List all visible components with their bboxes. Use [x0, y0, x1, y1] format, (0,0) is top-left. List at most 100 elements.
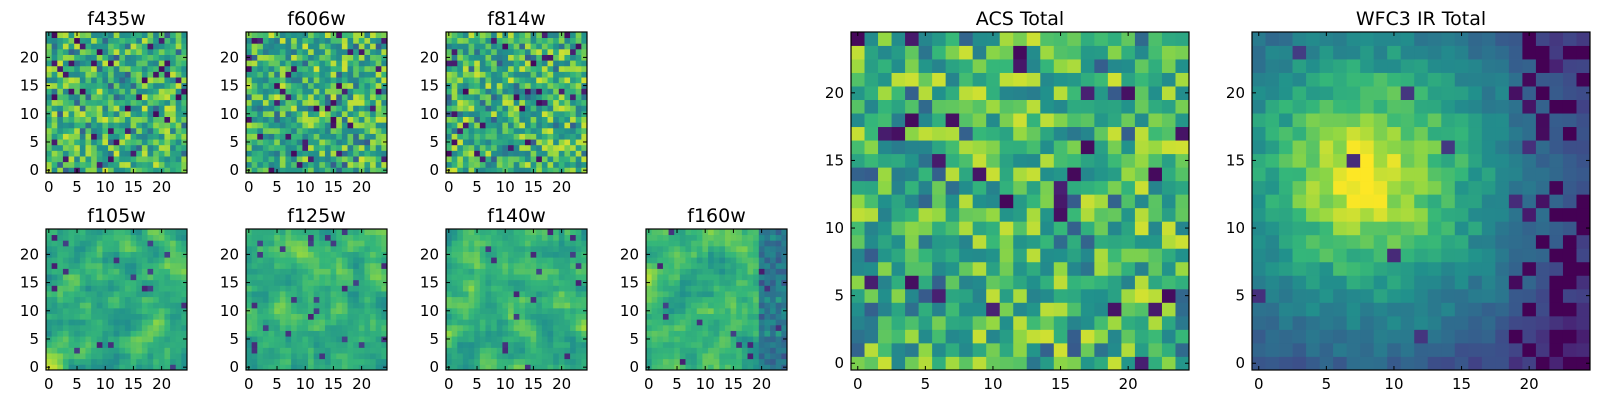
- heatmap-cell: [57, 167, 64, 174]
- heatmap-cell: [353, 324, 360, 331]
- heatmap-cell: [513, 330, 520, 337]
- heatmap-cell: [181, 257, 188, 264]
- heatmap-cell: [96, 60, 103, 67]
- heatmap-cell: [336, 144, 343, 151]
- heatmap-cell: [570, 257, 577, 264]
- heatmap-cell: [102, 110, 109, 117]
- heatmap-cell: [358, 144, 365, 151]
- heatmap-cell: [91, 285, 98, 292]
- heatmap-cell: [496, 94, 503, 101]
- heatmap-cell: [262, 296, 269, 303]
- heatmap-cell: [536, 291, 543, 298]
- heatmap-cell: [724, 296, 731, 303]
- heatmap-cell: [130, 94, 137, 101]
- heatmap-cell: [668, 319, 675, 326]
- heatmap-cell: [558, 240, 565, 247]
- heatmap-cell: [479, 139, 486, 146]
- heatmap-cell: [79, 110, 86, 117]
- heatmap-cell: [79, 88, 86, 95]
- heatmap-cell: [741, 307, 748, 314]
- heatmap-cell: [364, 257, 371, 264]
- heatmap-cell: [570, 150, 577, 157]
- heatmap-cell: [358, 133, 365, 140]
- heatmap-cell: [274, 144, 281, 151]
- heatmap-cell: [113, 71, 120, 78]
- heatmap-cell: [251, 150, 258, 157]
- heatmap-cell: [570, 110, 577, 117]
- heatmap-cell: [764, 279, 771, 286]
- heatmap-cell: [353, 279, 360, 286]
- heatmap-cell: [79, 341, 86, 348]
- heatmap-cell: [285, 37, 292, 44]
- heatmap-cell: [353, 156, 360, 163]
- heatmap-cell: [564, 32, 571, 39]
- heatmap-cell: [741, 251, 748, 258]
- heatmap-cell: [291, 71, 298, 78]
- heatmap-cell: [296, 229, 303, 236]
- heatmap-cell: [302, 71, 309, 78]
- heatmap-cell: [158, 291, 165, 298]
- heatmap-cell: [291, 133, 298, 140]
- heatmap-cell: [358, 262, 365, 269]
- heatmap-cell: [375, 99, 382, 106]
- heatmap-cell: [491, 150, 498, 157]
- heatmap-cell: [764, 319, 771, 326]
- heatmap-cell: [691, 353, 698, 360]
- heatmap-cell: [564, 240, 571, 247]
- heatmap-cell: [468, 336, 475, 343]
- heatmap-cell: [358, 245, 365, 252]
- heatmap-cell: [479, 133, 486, 140]
- heatmap-cell: [1121, 329, 1136, 344]
- heatmap-cell: [457, 150, 464, 157]
- heatmap-cell: [547, 330, 554, 337]
- heatmap-cell: [918, 356, 933, 371]
- heatmap-cell: [68, 285, 75, 292]
- heatmap-cell: [170, 161, 177, 168]
- heatmap-cell: [158, 347, 165, 354]
- heatmap-cell: [536, 279, 543, 286]
- heatmap-cell: [462, 341, 469, 348]
- heatmap-cell: [291, 251, 298, 258]
- heatmap-cell: [124, 324, 131, 331]
- heatmap-cell: [719, 285, 726, 292]
- heatmap-cell: [285, 99, 292, 106]
- heatmap-cell: [468, 82, 475, 89]
- heatmap-cell: [753, 307, 760, 314]
- heatmap-cell: [246, 262, 253, 269]
- heatmap-cell: [1107, 288, 1122, 303]
- heatmap-cell: [1026, 248, 1041, 263]
- heatmap-cell: [479, 144, 486, 151]
- heatmap-cell: [999, 153, 1014, 168]
- heatmap-cell: [319, 358, 326, 365]
- heatmap-cell: [519, 240, 526, 247]
- heatmap-cell: [581, 156, 588, 163]
- heatmap-cell: [353, 240, 360, 247]
- heatmap-cell: [696, 279, 703, 286]
- heatmap-cell: [375, 54, 382, 61]
- heatmap-cell: [485, 167, 492, 174]
- heatmap-cell: [553, 48, 560, 55]
- heatmap-cell: [57, 251, 64, 258]
- heatmap-cell: [524, 156, 531, 163]
- heatmap-cell: [113, 229, 120, 236]
- heatmap-cell: [85, 116, 92, 123]
- heatmap-cell: [446, 274, 453, 281]
- heatmap-cell: [279, 156, 286, 163]
- heatmap-cell: [496, 324, 503, 331]
- heatmap-cell: [341, 60, 348, 67]
- heatmap-cell: [268, 251, 275, 258]
- heatmap-cell: [375, 127, 382, 134]
- heatmap-cell: [158, 262, 165, 269]
- heatmap-cell: [296, 336, 303, 343]
- heatmap-cell: [324, 229, 331, 236]
- heatmap-cell: [708, 274, 715, 281]
- heatmap-cell: [130, 274, 137, 281]
- heatmap-cell: [153, 296, 160, 303]
- heatmap-cell: [674, 347, 681, 354]
- heatmap-cell: [668, 302, 675, 309]
- heatmap-cell: [85, 167, 92, 174]
- heatmap-cell: [462, 88, 469, 95]
- heatmap-cell: [341, 32, 348, 39]
- heatmap-cell: [1040, 221, 1055, 236]
- heatmap-cell: [474, 161, 481, 168]
